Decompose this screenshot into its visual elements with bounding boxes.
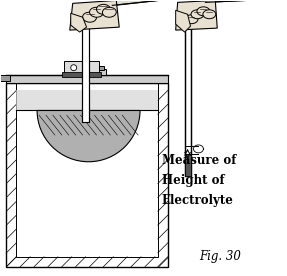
Circle shape bbox=[84, 65, 90, 71]
Text: Electrolyte: Electrolyte bbox=[162, 194, 234, 207]
Polygon shape bbox=[70, 0, 119, 30]
Ellipse shape bbox=[90, 7, 103, 17]
Ellipse shape bbox=[203, 10, 216, 19]
Text: Fig. 30: Fig. 30 bbox=[199, 250, 241, 263]
Bar bbox=[64, 61, 100, 75]
Polygon shape bbox=[176, 10, 191, 32]
Polygon shape bbox=[112, 0, 162, 5]
Bar bbox=[185, 22, 191, 176]
Polygon shape bbox=[203, 0, 249, 2]
Bar bbox=[82, 13, 89, 122]
Ellipse shape bbox=[102, 7, 116, 17]
Bar bbox=[96, 66, 104, 70]
Ellipse shape bbox=[83, 12, 96, 22]
Bar bbox=[0, 75, 10, 81]
Ellipse shape bbox=[96, 4, 110, 14]
Bar bbox=[62, 72, 101, 77]
Text: Measure of: Measure of bbox=[162, 154, 236, 167]
Ellipse shape bbox=[191, 10, 204, 19]
Bar bbox=[94, 69, 106, 75]
Bar bbox=[6, 75, 168, 83]
Polygon shape bbox=[176, 0, 217, 30]
Ellipse shape bbox=[197, 7, 210, 16]
Wedge shape bbox=[37, 110, 140, 162]
Circle shape bbox=[71, 65, 77, 71]
Bar bbox=[16, 91, 158, 110]
Bar bbox=[185, 154, 191, 176]
Text: Height of: Height of bbox=[162, 174, 224, 187]
Bar bbox=[6, 83, 168, 267]
Bar bbox=[16, 83, 158, 257]
Polygon shape bbox=[71, 13, 87, 32]
Ellipse shape bbox=[185, 15, 198, 24]
